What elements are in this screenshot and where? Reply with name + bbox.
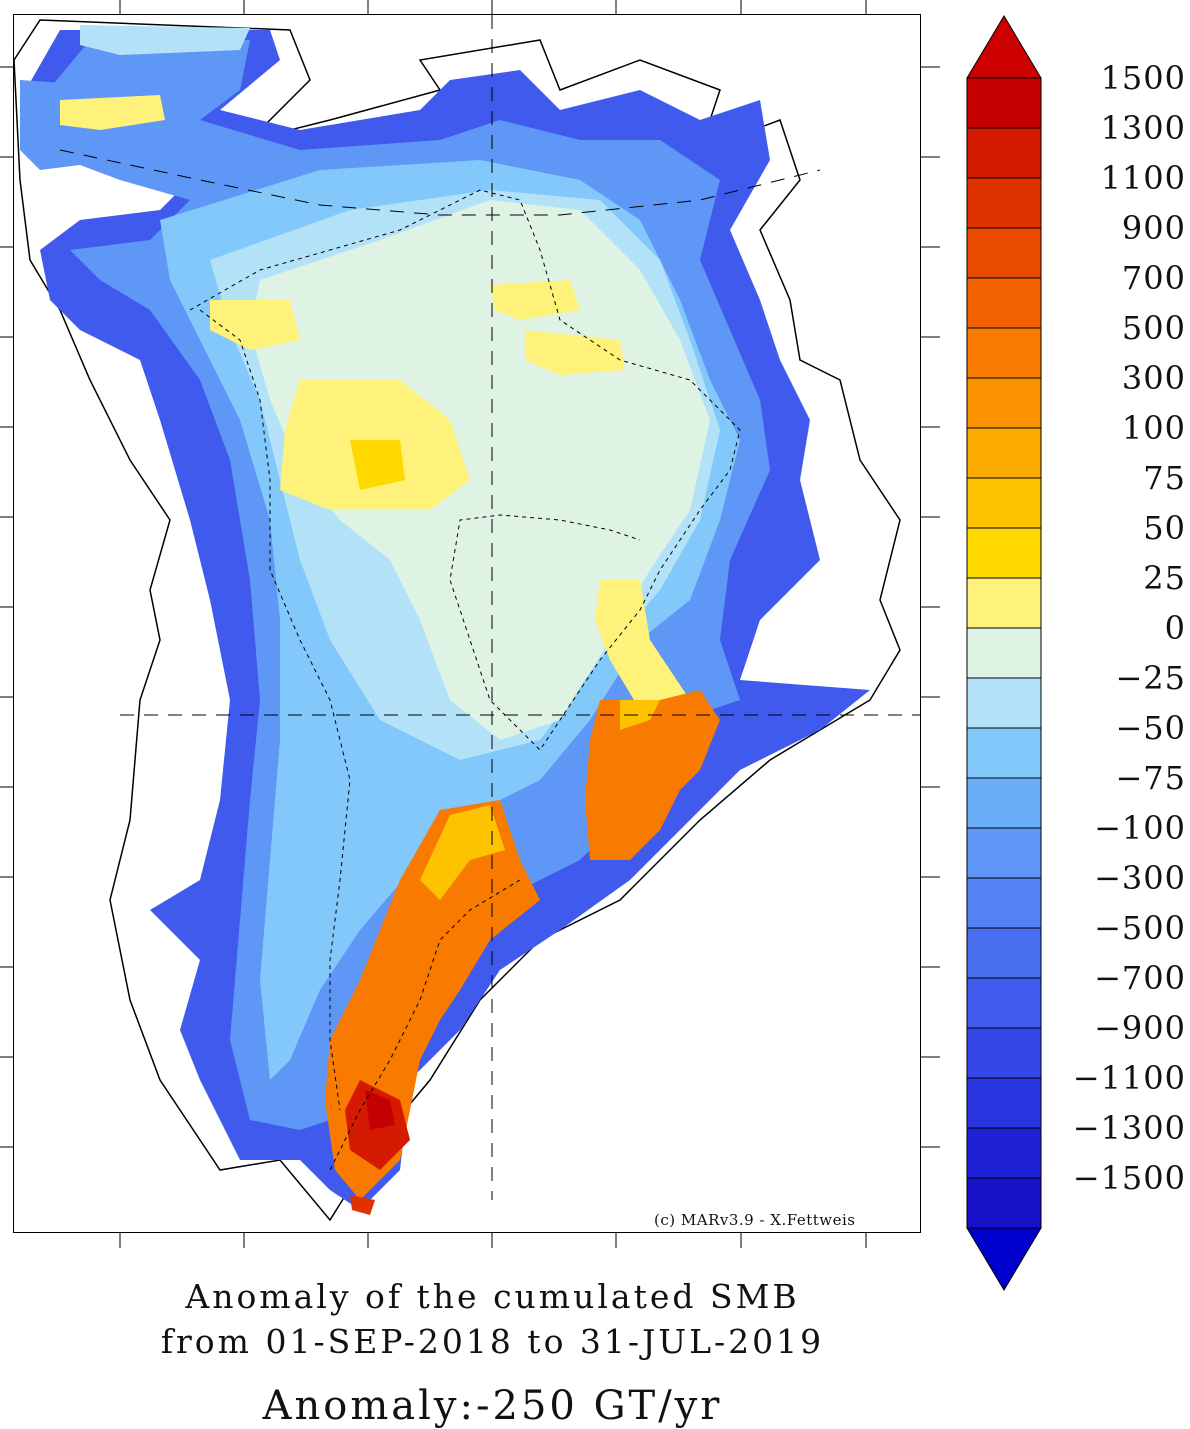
colorbar-swatch: [966, 277, 1042, 329]
colorbar-label: 500: [1121, 309, 1186, 347]
positive-southwest-deep-red: [365, 1090, 395, 1130]
colorbar-bottom-arrow: [966, 1227, 1042, 1291]
colorbar-label: −900: [1094, 1009, 1186, 1047]
colorbar-swatch: [966, 627, 1042, 679]
colorbar-label: 1500: [1100, 59, 1186, 97]
map-anomaly-value: Anomaly:-250 GT/yr: [262, 1383, 723, 1429]
colorbar-label: −50: [1115, 709, 1186, 747]
positive-southeast-yellow-edge: [620, 700, 660, 730]
ice-interior-zero: [250, 200, 710, 740]
colorbar-label: 75: [1143, 459, 1186, 497]
colorbar-label: −500: [1094, 909, 1186, 947]
credit-text: (c) MARv3.9 - X.Fettweis: [654, 1211, 856, 1229]
colorbar-label: 300: [1121, 359, 1186, 397]
colorbar-top-arrow: [966, 15, 1042, 79]
colorbar-swatch: [966, 477, 1042, 529]
colorbar: [966, 15, 1042, 1291]
colorbar-swatch: [966, 227, 1042, 279]
colorbar-label: 1300: [1100, 109, 1186, 147]
map-title: Anomaly of the cumulated SMB: [185, 1277, 800, 1316]
colorbar-swatch: [966, 427, 1042, 479]
colorbar-label: 900: [1121, 209, 1186, 247]
nw-island-light: [80, 25, 250, 55]
colorbar-label: 700: [1121, 259, 1186, 297]
colorbar-swatch: [966, 327, 1042, 379]
colorbar-swatch: [966, 827, 1042, 879]
colorbar-swatch: [966, 177, 1042, 229]
colorbar-swatch: [966, 677, 1042, 729]
colorbar-label: 0: [1164, 609, 1186, 647]
positive-patch-north2: [525, 330, 625, 375]
nw-island-yellow: [60, 95, 165, 130]
colorbar-label: −700: [1094, 959, 1186, 997]
colorbar-label: 25: [1143, 559, 1186, 597]
drainage-divide-dashed-west: [199, 309, 351, 1111]
colorbar-label: −300: [1094, 859, 1186, 897]
colorbar-swatch: [966, 727, 1042, 779]
colorbar-swatch: [966, 977, 1042, 1029]
colorbar-label: −1100: [1072, 1059, 1186, 1097]
graticule-parallel-north: [59, 149, 821, 216]
colorbar-swatch: [966, 577, 1042, 629]
positive-southeast-orange: [585, 690, 720, 860]
colorbar-label: −75: [1115, 759, 1186, 797]
map-ticks: [0, 0, 940, 1248]
positive-south-tip: [350, 1195, 375, 1215]
drainage-divide-dashed: [189, 189, 741, 751]
colorbar-label: 50: [1143, 509, 1186, 547]
colorbar-swatch: [966, 127, 1042, 179]
colorbar-swatch: [966, 377, 1042, 429]
map-period: from 01-SEP-2018 to 31-JUL-2019: [160, 1322, 825, 1361]
drainage-divide-dashed-south: [329, 879, 521, 1171]
colorbar-label: −25: [1115, 659, 1186, 697]
colorbar-swatch: [966, 1077, 1042, 1129]
colorbar-swatch: [966, 1177, 1042, 1229]
colorbar-swatch: [966, 1027, 1042, 1079]
colorbar-swatch: [966, 777, 1042, 829]
colorbar-swatch: [966, 77, 1042, 129]
colorbar-swatch: [966, 527, 1042, 579]
positive-patch-central-core: [350, 440, 405, 490]
colorbar-label: −100: [1094, 809, 1186, 847]
positive-patch-northwest: [210, 300, 300, 350]
colorbar-label: 100: [1121, 409, 1186, 447]
positive-patch-east: [595, 580, 690, 710]
colorbar-swatch: [966, 877, 1042, 929]
positive-southwest-yellow-edge: [420, 805, 505, 900]
colorbar-label: 1100: [1100, 159, 1186, 197]
colorbar-label: −1300: [1072, 1109, 1186, 1147]
colorbar-swatch: [966, 927, 1042, 979]
colorbar-swatch: [966, 1127, 1042, 1179]
colorbar-label: −1500: [1072, 1159, 1186, 1197]
